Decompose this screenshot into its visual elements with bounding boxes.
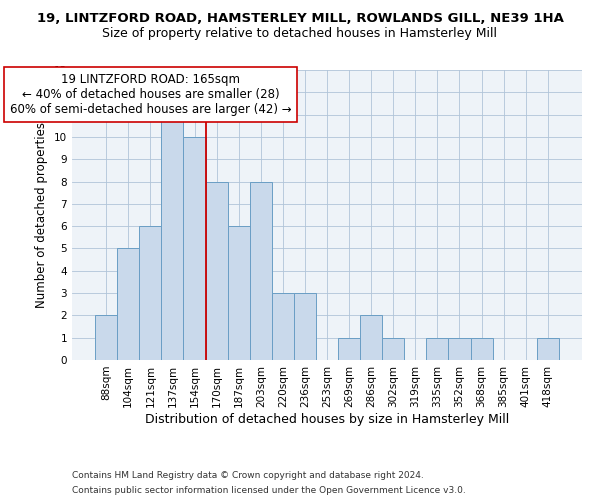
Bar [95,316,117,360]
Text: 19 LINTZFORD ROAD: 165sqm
← 40% of detached houses are smaller (28)
60% of semi-: 19 LINTZFORD ROAD: 165sqm ← 40% of detac… [10,74,291,116]
Bar [360,316,382,360]
X-axis label: Distribution of detached houses by size in Hamsterley Mill: Distribution of detached houses by size … [145,412,509,426]
Bar [338,338,360,360]
Bar [294,293,316,360]
Bar [227,226,250,360]
Bar [184,137,206,360]
Bar [537,338,559,360]
Bar [272,293,294,360]
Bar [470,338,493,360]
Bar [448,338,470,360]
Text: Size of property relative to detached houses in Hamsterley Mill: Size of property relative to detached ho… [103,28,497,40]
Bar [161,114,184,360]
Y-axis label: Number of detached properties: Number of detached properties [35,122,49,308]
Bar [206,182,227,360]
Bar [117,248,139,360]
Text: Contains public sector information licensed under the Open Government Licence v3: Contains public sector information licen… [72,486,466,495]
Text: 19, LINTZFORD ROAD, HAMSTERLEY MILL, ROWLANDS GILL, NE39 1HA: 19, LINTZFORD ROAD, HAMSTERLEY MILL, ROW… [37,12,563,26]
Text: Contains HM Land Registry data © Crown copyright and database right 2024.: Contains HM Land Registry data © Crown c… [72,471,424,480]
Bar [382,338,404,360]
Bar [139,226,161,360]
Bar [427,338,448,360]
Bar [250,182,272,360]
